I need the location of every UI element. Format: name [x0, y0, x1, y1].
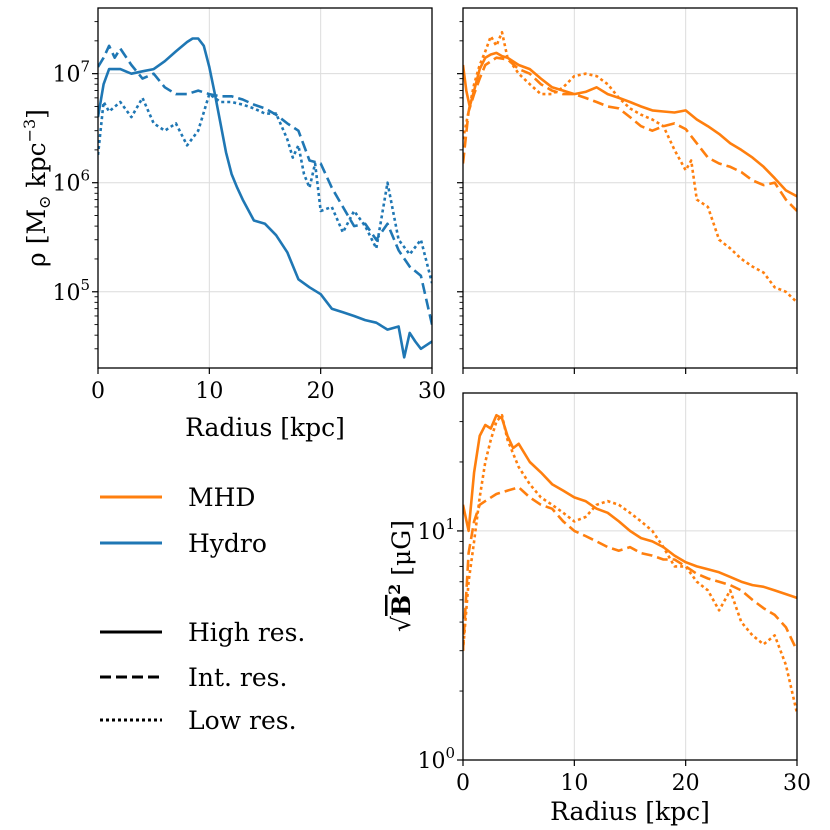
legend-label-low-res: Low res.: [188, 706, 297, 735]
series-dotted-line: [98, 92, 432, 284]
axis-ticks: 0 10 20 30 105 106 107: [52, 21, 446, 404]
legend-item-int-res: Int. res.: [100, 663, 287, 692]
legend-label-mhd: MHD: [188, 483, 255, 512]
mhd-density-panel: [457, 7, 798, 374]
legend-item-hydro: Hydro: [100, 529, 267, 558]
x-tick-label: 0: [456, 771, 470, 796]
series-dotted-line: [463, 413, 797, 714]
x-tick-label: 30: [418, 379, 446, 404]
series-dashed-line: [463, 485, 797, 652]
axes-frame: [462, 392, 798, 761]
legend-label-int-res: Int. res.: [188, 663, 287, 692]
series-dashed-line: [463, 56, 797, 212]
axis-ticks: 0 10 20 30 100 101: [417, 421, 811, 796]
hydro-density-panel: 0 10 20 30 105 106 107 Radius [kpc] ρ [M⊙ kpc−…: [20, 7, 446, 442]
series-solid-line: [463, 413, 797, 600]
x-tick-label: 20: [307, 379, 335, 404]
series-dashed-line: [98, 44, 432, 325]
y-tick-label: 100: [417, 744, 455, 774]
legend-item-mhd: MHD: [100, 483, 255, 512]
y-axis-label: ρ [M⊙ kpc−3]: [20, 109, 54, 267]
series-solid-line: [463, 51, 797, 198]
y-tick-label: 107: [52, 58, 90, 88]
grid: [97, 8, 433, 368]
y-tick-label: 106: [52, 167, 90, 197]
series-lines: [463, 413, 797, 714]
x-tick-label: 10: [195, 379, 223, 404]
x-tick-label: 0: [91, 379, 105, 404]
x-axis-label: Radius [kpc]: [185, 413, 345, 442]
axes-frame: [97, 7, 433, 369]
legend-resolution: High res. Int. res. Low res.: [100, 618, 305, 735]
mhd-bfield-panel: 0 10 20 30 100 101 Radius [kpc] √B2 [μG]: [385, 392, 811, 826]
legend-item-high-res: High res.: [100, 618, 305, 647]
x-tick-label: 10: [560, 771, 588, 796]
series-lines: [463, 30, 797, 304]
legend-item-low-res: Low res.: [100, 706, 297, 735]
y-axis-label: √B2 [μG]: [385, 520, 416, 632]
x-tick-label: 20: [672, 771, 700, 796]
legend-physics: MHD Hydro: [100, 483, 267, 558]
series-lines: [98, 37, 432, 359]
axis-ticks: [457, 21, 798, 374]
y-tick-label: 105: [52, 276, 90, 306]
legend-label-high-res: High res.: [188, 618, 305, 647]
series-solid-line: [98, 37, 432, 359]
y-tick-label: 101: [417, 515, 455, 545]
legend-label-hydro: Hydro: [188, 529, 267, 558]
series-dotted-line: [463, 30, 797, 304]
x-axis-label: Radius [kpc]: [550, 797, 710, 826]
x-tick-label: 30: [783, 771, 811, 796]
